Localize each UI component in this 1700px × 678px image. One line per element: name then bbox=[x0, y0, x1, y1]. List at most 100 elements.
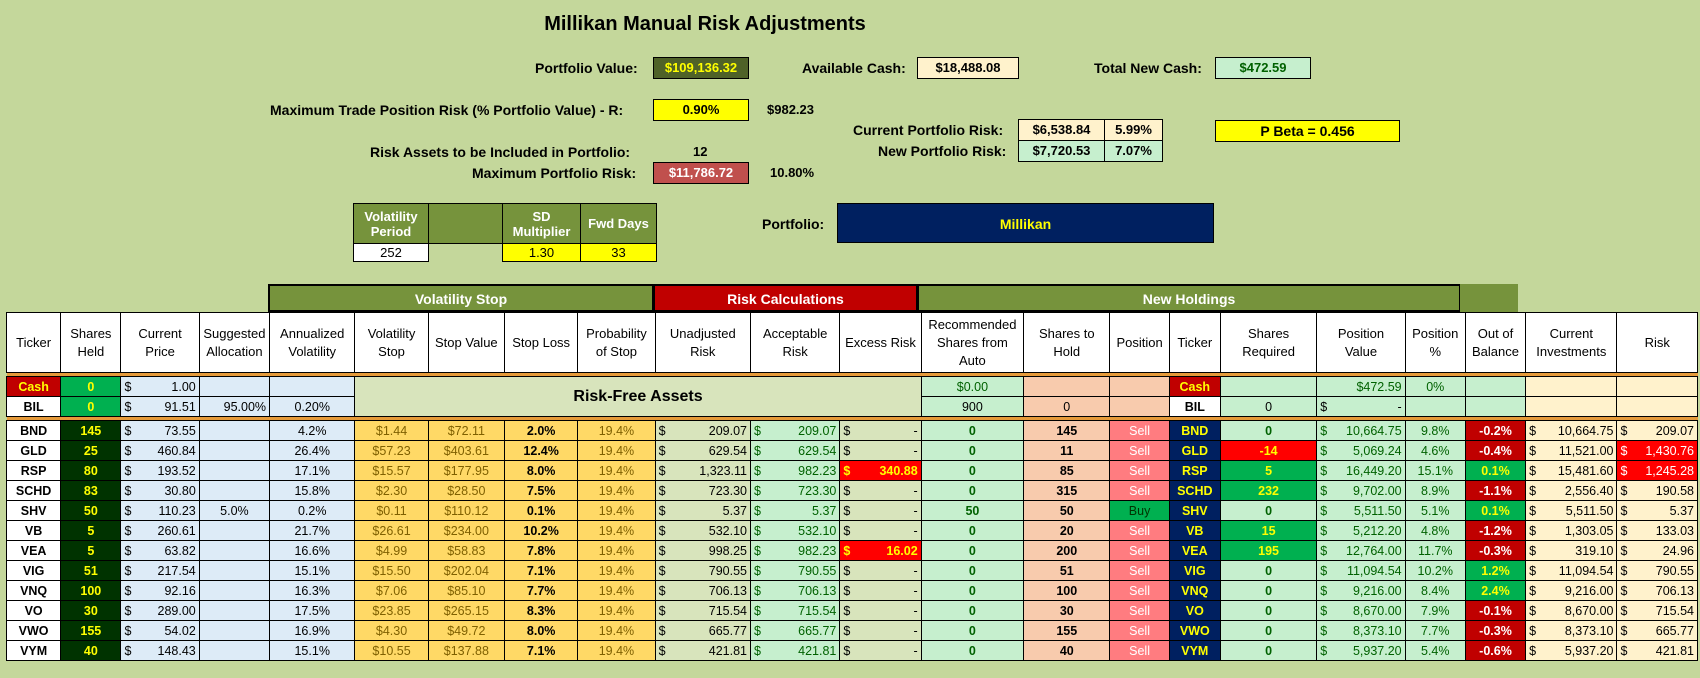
position-cell[interactable]: Sell bbox=[1109, 420, 1170, 441]
pbeta-badge: P Beta = 0.456 bbox=[1215, 120, 1400, 142]
price-cell: $1.00 bbox=[120, 376, 200, 397]
sd-multiplier-value[interactable]: 1.30 bbox=[502, 243, 581, 262]
column-header: Excess Risk bbox=[839, 312, 922, 373]
table-row[interactable]: VB 5 $260.61 21.7% $26.61 $234.00 10.2% 19.4% $5… bbox=[5, 520, 1698, 541]
position-pct-cell: 5.1% bbox=[1404, 500, 1466, 521]
excess-risk-cell: $ - bbox=[839, 600, 922, 621]
hold-cell bbox=[1023, 376, 1111, 397]
fwd-days-value[interactable]: 33 bbox=[580, 243, 657, 262]
ticker2-cell: SCHD bbox=[1168, 480, 1221, 501]
recommended-cell: 0 bbox=[920, 640, 1025, 661]
volatility-cell: 0.2% bbox=[269, 500, 356, 521]
table-row[interactable]: GLD 25 $460.84 26.4% $57.23 $403.61 12.4% 19.4%… bbox=[5, 440, 1698, 461]
table-row[interactable]: VYM 40 $148.43 15.1% $10.55 $137.88 7.1% 19.4% $… bbox=[5, 640, 1698, 661]
risk-cell: $706.13 bbox=[1616, 580, 1698, 601]
bil-row[interactable]: BIL 0 $91.51 95.00% 0.20% 900 0 BIL 0 $ - bbox=[5, 396, 1698, 417]
position-cell[interactable]: Sell bbox=[1109, 620, 1170, 641]
position-value-cell: $16,449.20 bbox=[1316, 460, 1406, 481]
shares-cell: 80 bbox=[60, 460, 122, 481]
balance-cell: -0.6% bbox=[1464, 640, 1527, 661]
section-filler bbox=[1460, 284, 1518, 312]
risk-cell bbox=[1616, 396, 1698, 417]
ticker-cell: SHV bbox=[5, 500, 62, 521]
position-cell[interactable]: Sell bbox=[1109, 480, 1170, 501]
balance-cell: 0.1% bbox=[1464, 500, 1527, 521]
stop-loss-cell: 7.8% bbox=[503, 540, 579, 561]
table-row[interactable]: RSP 80 $193.52 17.1% $15.57 $177.95 8.0% 19.4% $… bbox=[5, 460, 1698, 481]
stop-loss-cell: 7.1% bbox=[503, 640, 579, 661]
acceptable-risk-cell: $715.54 bbox=[749, 600, 841, 621]
total-new-cash[interactable]: $472.59 bbox=[1215, 57, 1311, 79]
shares-cell: 155 bbox=[60, 620, 122, 641]
vol-period-value[interactable]: 252 bbox=[353, 243, 429, 262]
balance-cell: -0.2% bbox=[1464, 420, 1527, 441]
column-header: Ticker bbox=[5, 312, 62, 373]
position-cell[interactable]: Sell bbox=[1109, 440, 1170, 461]
max-trade-risk-pct[interactable]: 0.90% bbox=[653, 99, 749, 121]
allocation-cell bbox=[198, 540, 271, 561]
hold-cell: 40 bbox=[1023, 640, 1111, 661]
stop-value-cell: $110.12 bbox=[427, 500, 506, 521]
investment-cell: $11,094.54 bbox=[1525, 560, 1618, 581]
table-row[interactable]: BND 145 $73.55 4.2% $1.44 $72.11 2.0% 19.4% $209… bbox=[5, 420, 1698, 441]
position-cell[interactable]: Sell bbox=[1109, 460, 1170, 481]
cash-row[interactable]: Cash 0 $1.00 Risk-Free Assets $0.00 Cash $472.… bbox=[5, 376, 1698, 417]
vol-stop-cell: $57.23 bbox=[354, 440, 429, 461]
position-cell[interactable]: Sell bbox=[1109, 580, 1170, 601]
shares-cell: 100 bbox=[60, 580, 122, 601]
required-cell: 232 bbox=[1219, 480, 1318, 501]
sheet-title: Millikan Manual Risk Adjustments bbox=[544, 13, 866, 35]
balance-cell: 0.1% bbox=[1464, 460, 1527, 481]
risk-cell: $790.55 bbox=[1616, 560, 1698, 581]
position-pct-cell bbox=[1404, 396, 1466, 417]
stop-loss-cell: 0.1% bbox=[503, 500, 579, 521]
position-cell[interactable]: Sell bbox=[1109, 640, 1170, 661]
position-cell[interactable]: Sell bbox=[1109, 600, 1170, 621]
portfolio-value[interactable]: $109,136.32 bbox=[653, 57, 749, 79]
max-trade-risk-value: $982.23 bbox=[767, 102, 814, 117]
separator-row bbox=[6, 372, 1698, 377]
price-cell: $193.52 bbox=[120, 460, 200, 481]
column-header: Stop Loss bbox=[503, 312, 579, 373]
volatility-cell bbox=[269, 376, 356, 397]
stop-loss-cell: 10.2% bbox=[503, 520, 579, 541]
new-risk-pct: 7.07% bbox=[1104, 140, 1163, 162]
table-row[interactable]: VIG 51 $217.54 15.1% $15.50 $202.04 7.1% 19.4% $… bbox=[5, 560, 1698, 581]
excess-risk-cell: $ - bbox=[839, 440, 922, 461]
table-row[interactable]: SCHD 83 $30.80 15.8% $2.30 $28.50 7.5% 19.4% $72… bbox=[5, 480, 1698, 501]
new-risk-label: New Portfolio Risk: bbox=[878, 143, 1007, 159]
stop-loss-cell: 7.1% bbox=[503, 560, 579, 581]
position-value-cell: $5,511.50 bbox=[1316, 500, 1406, 521]
table-row[interactable]: SHV 50 $110.23 5.0% 0.2% $0.11 $110.12 0.1% 19.4… bbox=[5, 500, 1698, 521]
new-risk: $7,720.53 bbox=[1018, 140, 1105, 162]
acceptable-risk-cell: $665.77 bbox=[749, 620, 841, 641]
portfolio-name[interactable]: Millikan bbox=[837, 203, 1214, 243]
position-cell[interactable]: Sell bbox=[1109, 520, 1170, 541]
position-cell[interactable]: Sell bbox=[1109, 540, 1170, 561]
table-row[interactable]: VO 30 $289.00 17.5% $23.85 $265.15 8.3% 19.4% $7… bbox=[5, 600, 1698, 621]
table-row[interactable]: VWO 155 $54.02 16.9% $4.30 $49.72 8.0% 19.4% $66… bbox=[5, 620, 1698, 641]
unadjusted-risk-cell: $998.25 bbox=[654, 540, 752, 561]
unadjusted-risk-cell: $715.54 bbox=[654, 600, 752, 621]
stop-loss-cell: 8.3% bbox=[503, 600, 579, 621]
table-row[interactable]: VNQ 100 $92.16 16.3% $7.06 $85.10 7.7% 19.4% $70… bbox=[5, 580, 1698, 601]
volatility-stop-section: Volatility Stop bbox=[268, 284, 654, 312]
acceptable-risk-cell: $706.13 bbox=[749, 580, 841, 601]
column-header: Position Value bbox=[1316, 312, 1406, 373]
acceptable-risk-cell: $421.81 bbox=[749, 640, 841, 661]
hold-cell: 0 bbox=[1023, 396, 1111, 417]
column-header: Out of Balance bbox=[1464, 312, 1527, 373]
position-value-cell: $9,216.00 bbox=[1316, 580, 1406, 601]
ticker-cell: VYM bbox=[5, 640, 62, 661]
unadjusted-risk-cell: $532.10 bbox=[654, 520, 752, 541]
excess-risk-cell: $ - bbox=[839, 560, 922, 581]
risk-cell bbox=[1616, 376, 1698, 397]
position-cell[interactable]: Sell bbox=[1109, 560, 1170, 581]
recommended-cell: 0 bbox=[920, 460, 1025, 481]
table-row[interactable]: VEA 5 $63.82 16.6% $4.99 $58.83 7.8% 19.4% $998.… bbox=[5, 540, 1698, 561]
available-cash[interactable]: $18,488.08 bbox=[917, 57, 1019, 79]
risk-calculations-section: Risk Calculations bbox=[653, 284, 918, 312]
price-cell: $217.54 bbox=[120, 560, 200, 581]
position-cell[interactable]: Buy bbox=[1109, 500, 1170, 521]
vol-stop-cell: $7.06 bbox=[354, 580, 429, 601]
